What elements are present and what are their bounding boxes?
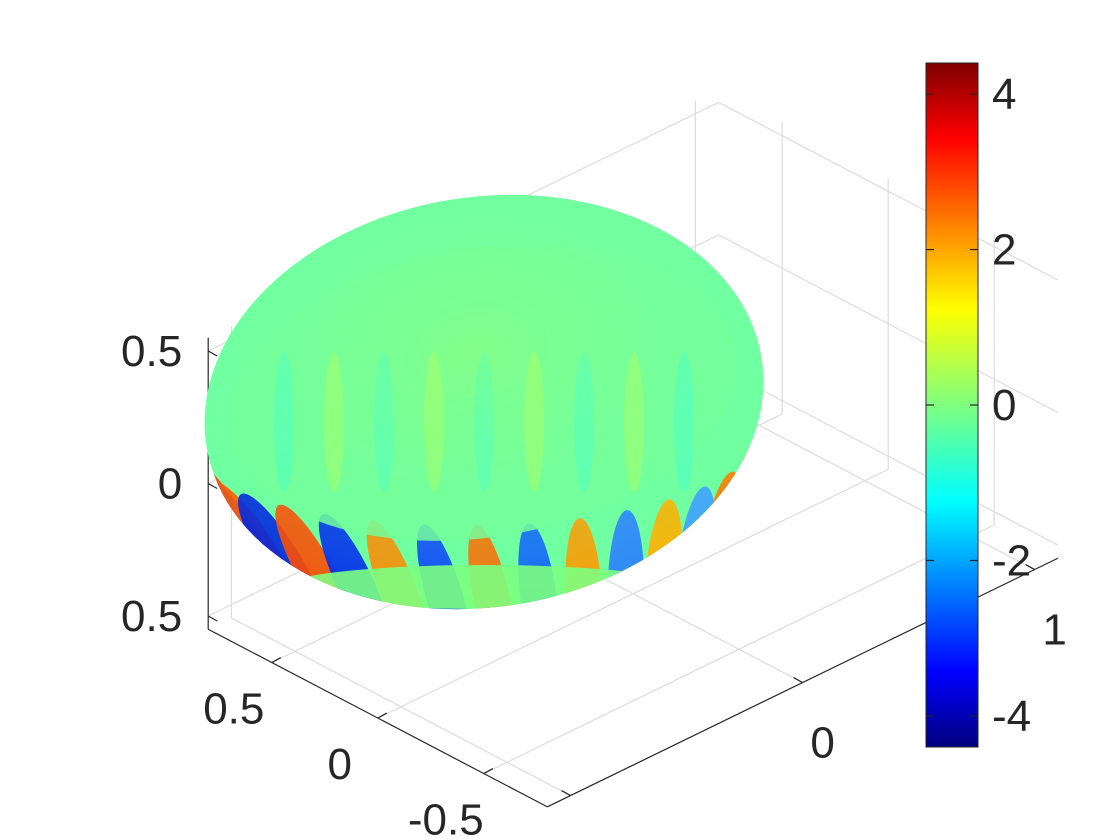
colorbar-tick-label: 0 <box>992 381 1016 430</box>
ellipsoid-surface <box>175 194 770 649</box>
x-tick-mark <box>793 677 803 684</box>
colorbar-gradient <box>925 62 979 748</box>
y-tick-label: 0 <box>328 740 352 789</box>
colorbar-tick-label: -4 <box>992 692 1031 741</box>
colorbar: -4 -2 0 2 4 <box>925 62 1031 748</box>
y-tick-mark <box>483 768 494 775</box>
grid-line-y-floor <box>377 468 889 719</box>
tick-labels: -1 0 1 -0.5 0 0.5 0.5 0 0.5 <box>121 327 1067 840</box>
y-tick-mark <box>377 712 388 719</box>
y-tick-label: -0.5 <box>408 796 484 840</box>
x-tick-mark <box>1025 564 1035 571</box>
x-tick-mark <box>561 790 571 797</box>
surface-top-shade <box>204 194 764 610</box>
z-tick-label: 0.5 <box>121 592 182 641</box>
colorbar-tick-label: 4 <box>992 70 1016 119</box>
x-axis-line <box>547 557 1059 808</box>
z-tick-label: 0 <box>158 460 182 509</box>
y-tick-label: 0.5 <box>203 685 264 734</box>
grid-line-z-wall <box>718 234 1059 414</box>
z-tick-label: 0.5 <box>121 327 182 376</box>
x-tick-label: 1 <box>1042 606 1066 655</box>
colorbar-tick-label: 2 <box>992 226 1016 275</box>
z-tick-mark <box>207 482 218 490</box>
grid-line-z-wall <box>718 366 1059 546</box>
colorbar-tick-label: -2 <box>992 536 1031 585</box>
z-tick-mark <box>207 615 218 622</box>
x-tick-label: 0 <box>810 719 834 768</box>
y-tick-mark <box>271 657 282 664</box>
z-tick-mark <box>207 350 218 357</box>
grid-line-y-floor <box>483 524 995 775</box>
grid-line-z-wall <box>718 101 1059 281</box>
x-tick-label: -1 <box>571 832 610 840</box>
